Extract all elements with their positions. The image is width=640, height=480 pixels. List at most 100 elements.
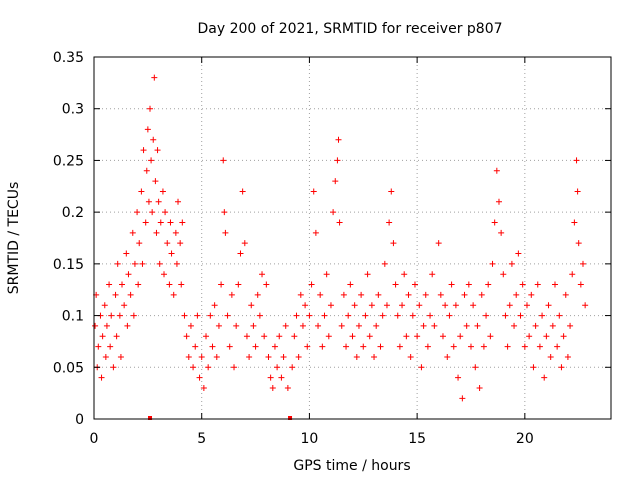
data-point <box>541 374 548 381</box>
data-point <box>373 322 380 329</box>
data-point <box>167 219 174 226</box>
data-point <box>536 343 543 350</box>
data-point <box>573 157 580 164</box>
data-point <box>159 188 166 195</box>
y-tick-label: 0 <box>75 412 84 428</box>
data-point <box>539 312 546 319</box>
data-point <box>103 322 110 329</box>
data-point <box>239 188 246 195</box>
data-point <box>364 271 371 278</box>
data-point <box>424 343 431 350</box>
data-point <box>366 333 373 340</box>
data-point <box>261 333 268 340</box>
data-point <box>243 333 250 340</box>
data-point <box>506 302 513 309</box>
data-point <box>299 322 306 329</box>
data-point <box>269 384 276 391</box>
data-point <box>278 374 285 381</box>
data-point <box>233 322 240 329</box>
data-point <box>457 333 464 340</box>
baseline-marker <box>148 416 153 420</box>
y-tick-label: 0.2 <box>62 205 84 221</box>
data-point <box>485 281 492 288</box>
data-point <box>310 188 317 195</box>
data-point <box>420 322 427 329</box>
data-point <box>181 312 188 319</box>
data-point <box>418 364 425 371</box>
data-point <box>334 157 341 164</box>
data-point <box>312 229 319 236</box>
y-tick-label: 0.35 <box>53 50 84 66</box>
data-point <box>112 291 119 298</box>
data-point <box>444 353 451 360</box>
data-point <box>528 291 535 298</box>
data-point <box>480 343 487 350</box>
data-point <box>250 322 257 329</box>
data-point <box>474 322 481 329</box>
data-point <box>190 364 197 371</box>
data-point <box>125 271 132 278</box>
data-point <box>532 322 539 329</box>
data-point <box>321 312 328 319</box>
data-point <box>173 260 180 267</box>
data-point <box>323 271 330 278</box>
data-point <box>106 281 113 288</box>
data-point <box>123 250 130 257</box>
data-point <box>295 353 302 360</box>
data-point <box>127 291 134 298</box>
data-point <box>147 105 154 112</box>
data-point <box>218 281 225 288</box>
data-point <box>102 353 109 360</box>
data-point <box>336 219 343 226</box>
data-point <box>450 343 457 350</box>
data-point <box>375 291 382 298</box>
data-point <box>143 167 150 174</box>
data-point <box>175 198 182 205</box>
data-point <box>215 322 222 329</box>
data-point <box>113 333 120 340</box>
data-point <box>439 333 446 340</box>
data-point <box>228 291 235 298</box>
data-point <box>409 312 416 319</box>
data-point <box>276 333 283 340</box>
data-point <box>407 353 414 360</box>
data-point <box>556 312 563 319</box>
data-point <box>256 312 263 319</box>
plot-frame <box>93 56 612 420</box>
data-point <box>237 250 244 257</box>
data-point <box>383 302 390 309</box>
data-point <box>526 333 533 340</box>
data-point <box>185 353 192 360</box>
data-point <box>340 291 347 298</box>
data-point <box>577 281 584 288</box>
data-point <box>461 291 468 298</box>
data-point <box>416 302 423 309</box>
data-point <box>99 333 106 340</box>
data-point <box>196 374 203 381</box>
data-point <box>293 312 300 319</box>
data-point <box>98 374 105 381</box>
data-point <box>134 209 141 216</box>
data-point <box>543 333 550 340</box>
data-point <box>183 333 190 340</box>
data-point <box>144 126 151 133</box>
data-point <box>478 291 485 298</box>
data-point <box>345 312 352 319</box>
data-point <box>343 343 350 350</box>
y-tick-label: 0.15 <box>53 257 84 273</box>
data-point <box>241 240 248 247</box>
data-point <box>280 353 287 360</box>
data-point <box>145 198 152 205</box>
data-point <box>274 364 281 371</box>
data-point <box>414 333 421 340</box>
data-point <box>263 281 270 288</box>
data-point <box>371 353 378 360</box>
data-point <box>513 291 520 298</box>
y-axis: 0 0.05 0.1 0.15 0.2 0.25 0.3 0.35 <box>53 50 611 428</box>
data-point <box>330 209 337 216</box>
data-point <box>192 343 199 350</box>
data-point <box>152 178 159 185</box>
data-point <box>405 291 412 298</box>
data-point <box>547 353 554 360</box>
data-point <box>574 188 581 195</box>
